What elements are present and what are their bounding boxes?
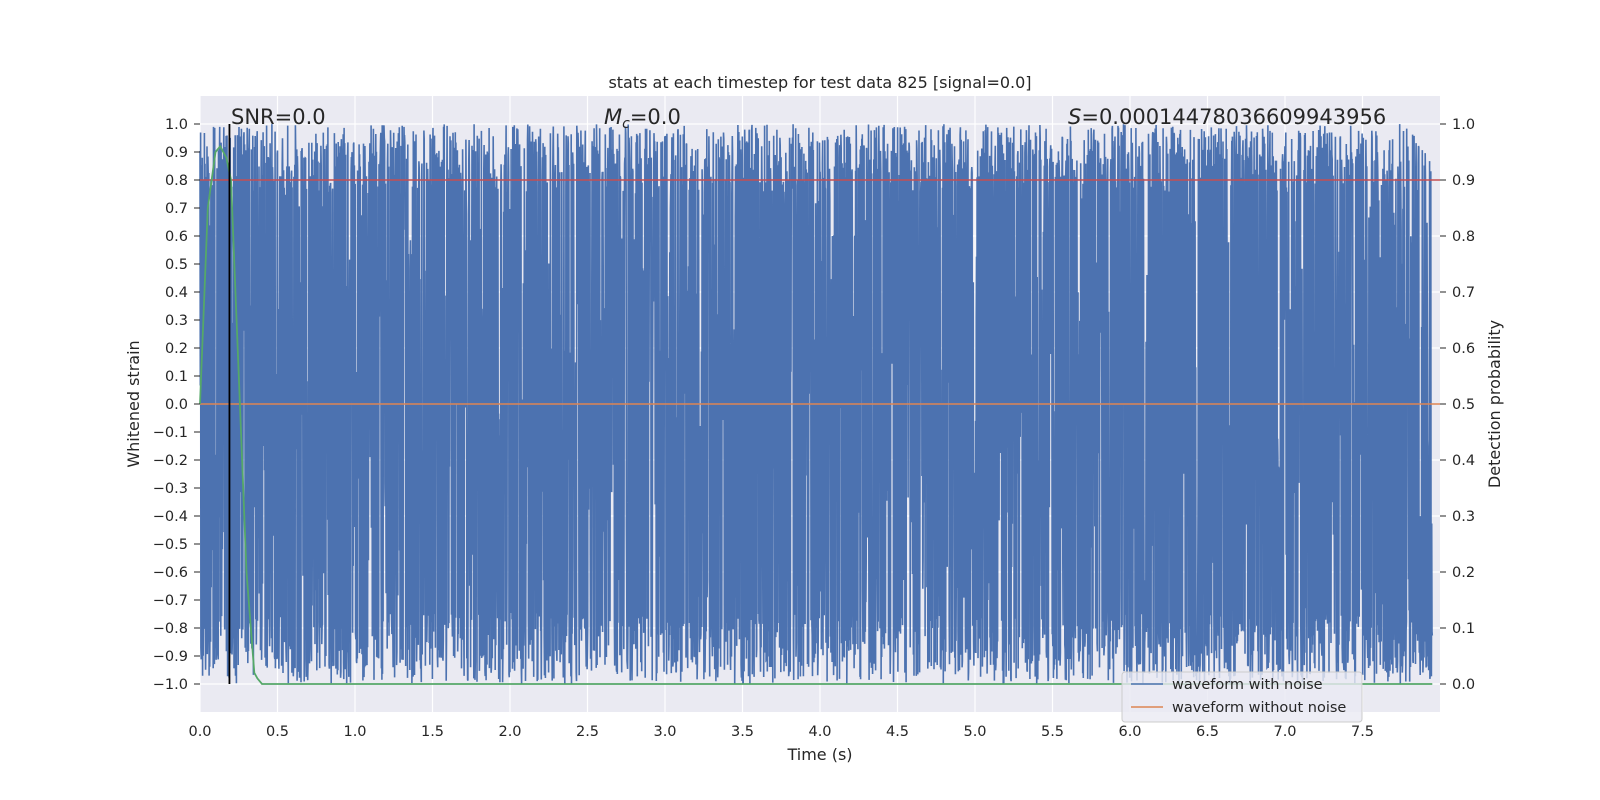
y-tick-label: −0.6	[153, 565, 188, 581]
y-tick-label: 0.1	[165, 369, 188, 385]
y-right-tick-label: 0.6	[1452, 341, 1475, 357]
y-axis-right-label: Detection probability	[1485, 320, 1504, 488]
chart-title: stats at each timestep for test data 825…	[608, 73, 1031, 92]
y-tick-label: −1.0	[153, 677, 188, 693]
y-tick-label: −0.4	[153, 509, 188, 525]
y-tick-label: −0.1	[153, 425, 188, 441]
x-tick-label: 0.0	[188, 724, 211, 740]
x-tick-label: 1.0	[343, 724, 366, 740]
y-tick-label: −0.7	[153, 593, 188, 609]
legend: waveform with noise waveform without noi…	[1121, 671, 1363, 723]
y-right-tick-label: 0.5	[1452, 397, 1475, 413]
x-tick-label: 6.5	[1196, 724, 1219, 740]
y-right-tick-label: 0.4	[1452, 453, 1475, 469]
x-tick-label: 4.0	[808, 724, 831, 740]
x-tick-label: 2.5	[576, 724, 599, 740]
y-right-tick-label: 0.7	[1452, 285, 1475, 301]
noise-waveform-series	[199, 124, 1434, 685]
s-symbol: S	[1068, 105, 1081, 129]
y-right-tick-label: 0.0	[1452, 677, 1475, 693]
y-right-tick-label: 0.9	[1452, 173, 1475, 189]
y-tick-label: −0.9	[153, 649, 188, 665]
y-right-tick-label: 0.3	[1452, 509, 1475, 525]
y-right-tick-label: 0.2	[1452, 565, 1475, 581]
legend-label-clean: waveform without noise	[1172, 700, 1346, 716]
series-line-detection-probability	[199, 144, 1433, 685]
y-tick-label: −0.2	[153, 453, 188, 469]
x-tick-label: 3.0	[653, 724, 676, 740]
y-axis-ticks: 1.0 0.9 0.8 0.7 0.6 0.5 0.4 0.3 0.2 0.1 0.0 −0.1 −0.…	[153, 117, 200, 693]
y-tick-label: 0.9	[165, 145, 188, 161]
y-tick-label: 0.6	[165, 229, 188, 245]
chirp-mass-subscript: c	[622, 116, 630, 132]
x-tick-label: 0.5	[266, 724, 289, 740]
y-tick-label: −0.3	[153, 481, 188, 497]
s-annotation: S=0.00014478036609943956	[1068, 105, 1386, 129]
x-axis-ticks: 0.0 0.5 1.0 1.5 2.0 2.5 3.0 3.5 4.0 4.5 5.0 5.5 6.0 6…	[188, 724, 1374, 740]
legend-label-noise: waveform with noise	[1172, 677, 1323, 693]
y-tick-label: 1.0	[165, 117, 188, 133]
x-tick-label: 5.0	[963, 724, 986, 740]
x-tick-label: 7.5	[1351, 724, 1374, 740]
y-tick-label: 0.8	[165, 173, 188, 189]
y-tick-label: −0.5	[153, 537, 188, 553]
s-value: =0.00014478036609943956	[1081, 105, 1386, 129]
y-tick-label: 0.5	[165, 257, 188, 273]
y-tick-label: −0.8	[153, 621, 188, 637]
overlay-series	[199, 124, 1440, 685]
x-tick-label: 2.0	[498, 724, 521, 740]
series-line-waveform-with-noise	[199, 124, 1434, 685]
y-tick-label: 0.2	[165, 341, 188, 357]
y-right-tick-label: 0.1	[1452, 621, 1475, 637]
y-tick-label: 0.3	[165, 313, 188, 329]
y-tick-label: 0.4	[165, 285, 188, 301]
x-tick-label: 5.5	[1041, 724, 1064, 740]
chirp-mass-annotation: Mc=0.0	[604, 105, 681, 132]
x-tick-label: 7.0	[1273, 724, 1296, 740]
snr-annotation: SNR=0.0	[231, 105, 326, 129]
x-tick-label: 1.5	[421, 724, 444, 740]
legend-box	[1121, 671, 1363, 723]
x-tick-label: 6.0	[1118, 724, 1141, 740]
y-right-tick-label: 0.8	[1452, 229, 1475, 245]
y-tick-label: 0.7	[165, 201, 188, 217]
y-axis-label: Whitened strain	[124, 340, 143, 467]
y-tick-label: 0.0	[165, 397, 188, 413]
y-right-tick-label: 1.0	[1452, 117, 1475, 133]
x-axis-label: Time (s)	[786, 745, 852, 764]
chirp-mass-value: =0.0	[630, 105, 681, 129]
x-tick-label: 3.5	[731, 724, 754, 740]
y-axis-right-ticks: 1.0 0.9 0.8 0.7 0.6 0.5 0.4 0.3 0.2 0.1 0.0	[1440, 117, 1475, 693]
x-tick-label: 4.5	[886, 724, 909, 740]
chirp-mass-symbol: M	[604, 105, 622, 129]
